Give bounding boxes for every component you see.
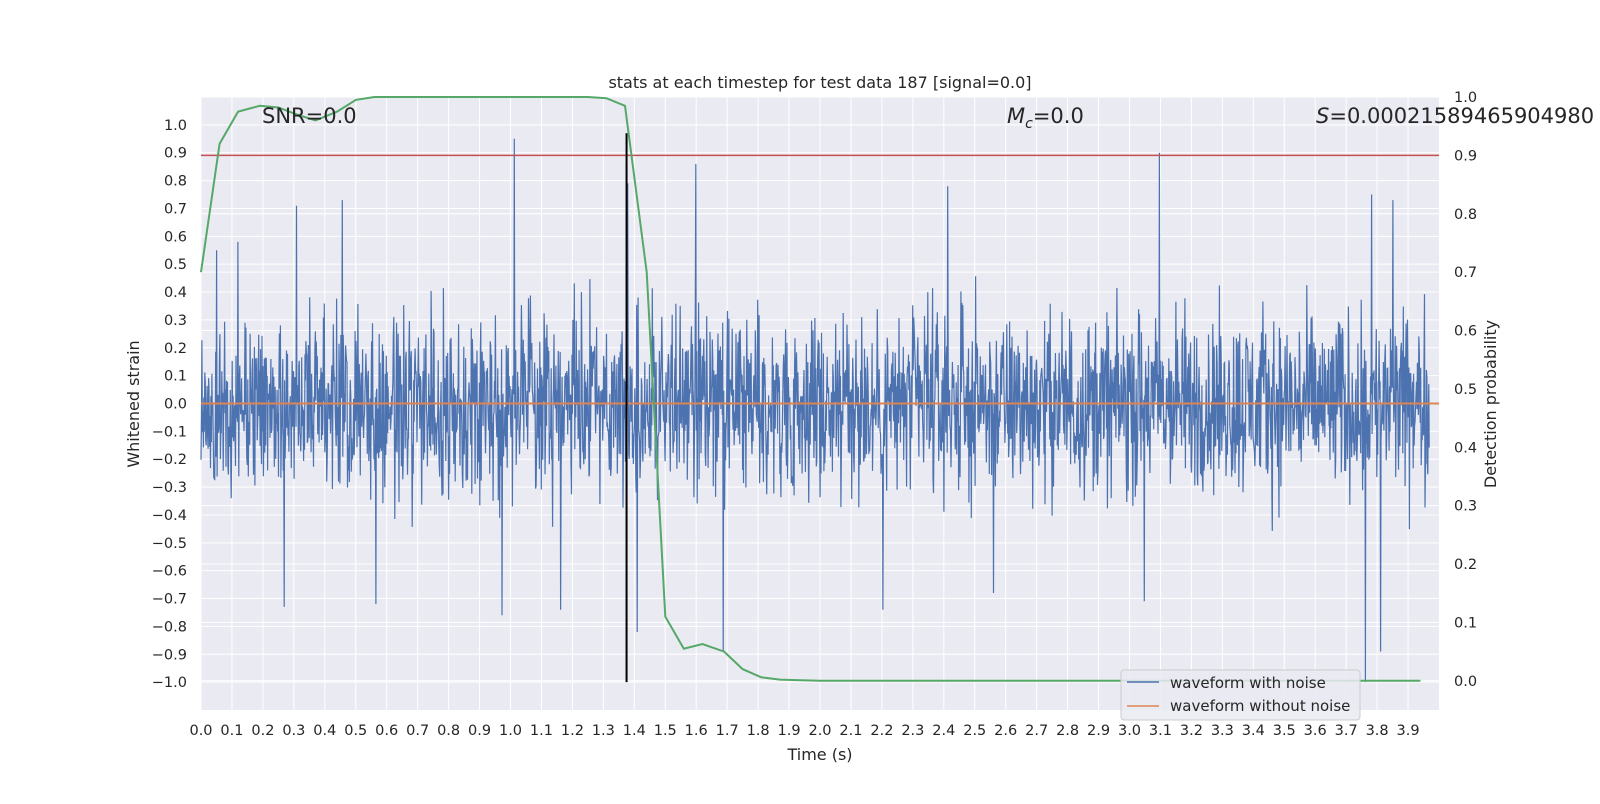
y2-tick-label: 0.6 — [1454, 324, 1477, 340]
x-tick-label: 2.8 — [1056, 723, 1079, 739]
y-tick-label: −0.1 — [152, 424, 187, 440]
x-tick-label: 3.7 — [1335, 723, 1358, 739]
s-symbol: S — [1316, 104, 1329, 128]
x-tick-label: 2.1 — [839, 723, 862, 739]
y-tick-label: −0.2 — [152, 452, 187, 468]
mc-symbol: M — [1007, 104, 1025, 128]
x-tick-label: 0.7 — [406, 723, 429, 739]
x-tick-label: 0.3 — [282, 723, 305, 739]
y-tick-label: 0.7 — [164, 201, 187, 217]
y2-tick-label: 0.0 — [1454, 674, 1477, 690]
y2-tick-label: 0.8 — [1454, 207, 1477, 223]
y-tick-label: −0.3 — [152, 480, 187, 496]
y2-tick-label: 0.9 — [1454, 148, 1477, 164]
x-tick-label: 1.0 — [499, 723, 522, 739]
y-tick-label: 1.0 — [164, 118, 187, 134]
y2-tick-label: 1.0 — [1454, 90, 1477, 106]
x-axis-label: Time (s) — [786, 745, 852, 764]
series-layer — [200, 96, 1439, 683]
y-tick-label: −0.9 — [152, 647, 187, 663]
y-tick-label: −0.7 — [152, 592, 187, 608]
x-tick-label: 3.9 — [1397, 723, 1420, 739]
waveform-with-noise-line — [200, 138, 1430, 683]
x-tick-label: 3.8 — [1366, 723, 1389, 739]
legend-box — [1120, 669, 1361, 721]
x-tick-label: 3.6 — [1304, 723, 1327, 739]
y-tick-label: 0.6 — [164, 229, 187, 245]
legend: waveform with noise waveform without noi… — [1120, 669, 1361, 721]
y2-tick-label: 0.3 — [1454, 499, 1477, 515]
y-tick-label: 0.8 — [164, 174, 187, 190]
y-tick-label: −1.0 — [152, 675, 187, 691]
x-tick-label: 2.5 — [963, 723, 986, 739]
x-tick-label: 0.2 — [251, 723, 274, 739]
y-axis-label: Whitened strain — [124, 340, 143, 467]
s-annotation: S=0.00021589465904980 — [1316, 104, 1594, 128]
x-tick-label: 1.8 — [747, 723, 770, 739]
chart-title: stats at each timestep for test data 187… — [608, 73, 1031, 92]
x-tick-label: 0.6 — [375, 723, 398, 739]
x-tick-label: 3.1 — [1149, 723, 1172, 739]
y2-tick-label: 0.1 — [1454, 615, 1477, 631]
y-tick-label: 0.0 — [164, 397, 187, 413]
y-tick-label: 0.1 — [164, 369, 187, 385]
x-tick-label: 0.9 — [468, 723, 491, 739]
x-tick-label: 0.8 — [437, 723, 460, 739]
x-tick-label: 1.4 — [623, 723, 646, 739]
y-tick-label: −0.6 — [152, 564, 187, 580]
x-tick-label: 2.2 — [870, 723, 893, 739]
mc-value: =0.0 — [1033, 104, 1084, 128]
detection-probability-line — [200, 96, 1421, 682]
x-tick-label: 3.5 — [1273, 723, 1296, 739]
y-tick-label: −0.5 — [152, 536, 187, 552]
x-tick-label: 1.3 — [592, 723, 615, 739]
x-tick-label: 2.4 — [932, 723, 955, 739]
y-tick-label: −0.8 — [152, 619, 187, 635]
legend-label-noise: waveform with noise — [1170, 674, 1326, 692]
mc-subscript: c — [1025, 116, 1033, 132]
x-tick-label: 1.2 — [561, 723, 584, 739]
mc-annotation: Mc=0.0 — [1007, 104, 1084, 132]
x-tick-label: 1.9 — [778, 723, 801, 739]
x-tick-label: 0.1 — [220, 723, 243, 739]
y-tick-label: 0.5 — [164, 257, 187, 273]
tick-layer: 0.0 0.1 0.2 0.3 0.4 0.5 0.6 0.7 0.8 0.9 1.0 1.1 1.2 1… — [152, 90, 1477, 739]
y2-tick-label: 0.5 — [1454, 382, 1477, 398]
x-tick-label: 1.5 — [654, 723, 677, 739]
y-tick-label: −0.4 — [152, 508, 187, 524]
x-tick-label: 2.6 — [994, 723, 1017, 739]
x-tick-label: 2.7 — [1025, 723, 1048, 739]
y-tick-label: 0.3 — [164, 313, 187, 329]
x-tick-label: 0.4 — [313, 723, 336, 739]
x-tick-label: 2.0 — [808, 723, 831, 739]
x-tick-label: 3.0 — [1118, 723, 1141, 739]
x-tick-label: 2.9 — [1087, 723, 1110, 739]
x-tick-label: 3.4 — [1242, 723, 1265, 739]
x-tick-label: 2.3 — [901, 723, 924, 739]
y-tick-label: 0.4 — [164, 285, 187, 301]
x-tick-label: 3.3 — [1211, 723, 1234, 739]
y2-tick-label: 0.2 — [1454, 557, 1477, 573]
x-tick-label: 3.2 — [1180, 723, 1203, 739]
s-value: =0.00021589465904980 — [1329, 104, 1594, 128]
snr-annotation: SNR=0.0 — [262, 104, 357, 128]
x-tick-label: 0.0 — [189, 723, 212, 739]
legend-label-clean: waveform without noise — [1170, 697, 1350, 715]
y-tick-label: 0.9 — [164, 146, 187, 162]
y2-axis-label: Detection probability — [1481, 320, 1500, 488]
x-tick-label: 1.7 — [716, 723, 739, 739]
x-tick-label: 1.6 — [685, 723, 708, 739]
x-tick-label: 1.1 — [530, 723, 553, 739]
y2-tick-label: 0.4 — [1454, 440, 1477, 456]
y-tick-label: 0.2 — [164, 341, 187, 357]
y2-tick-label: 0.7 — [1454, 265, 1477, 281]
x-tick-label: 0.5 — [344, 723, 367, 739]
